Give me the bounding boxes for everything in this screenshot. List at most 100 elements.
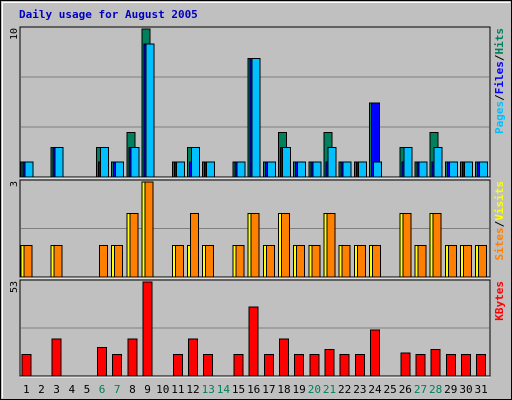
bar-kbytes-day-12 [188,338,199,377]
bar-sites-day-7 [114,244,124,278]
day-label-2: 2 [38,383,45,396]
bar-kbytes-day-31 [476,354,487,377]
day-label-16: 16 [247,383,260,396]
series-pages [24,43,489,178]
bar-pages-day-24 [372,161,382,178]
day-label-4: 4 [68,383,75,396]
bar-kbytes-day-22 [339,354,350,377]
bar-kbytes-day-3 [51,338,62,377]
bar-sites-day-20 [311,244,321,278]
panel-kbytes: 53 KBytes [9,279,506,378]
bar-kbytes-day-1 [21,354,32,377]
series-sites [23,181,488,278]
day-label-8: 8 [129,383,136,396]
day-label-30: 30 [459,383,472,396]
day-label-13: 13 [202,383,215,396]
bar-kbytes-day-9 [142,281,153,377]
bar-sites-day-15 [235,244,245,278]
day-label-11: 11 [171,383,184,396]
bar-kbytes-day-6 [97,347,108,377]
day-label-27: 27 [414,383,427,396]
bar-sites-day-30 [462,244,472,278]
bar-kbytes-day-17 [263,354,274,377]
bar-pages-day-17 [266,161,276,178]
day-label-5: 5 [84,383,91,396]
day-label-21: 21 [323,383,336,396]
day-label-12: 12 [186,383,199,396]
bar-pages-day-26 [403,146,413,178]
bar-sites-day-18 [281,213,291,278]
bar-pages-day-7 [115,161,125,178]
panel-legend: Sites/Visits [493,181,506,261]
bar-sites-day-29 [447,244,457,278]
bar-pages-day-23 [357,161,367,178]
bar-sites-day-19 [296,244,306,278]
bar-pages-day-13 [206,161,216,178]
bar-kbytes-day-30 [460,354,471,377]
bar-kbytes-day-28 [430,348,441,377]
bar-sites-day-8 [129,213,139,278]
bar-pages-day-20 [312,161,322,178]
bar-pages-day-28 [433,146,443,178]
day-label-18: 18 [277,383,290,396]
bar-sites-day-27 [417,244,427,278]
bar-kbytes-day-8 [127,338,138,377]
chart-title: Daily usage for August 2005 [19,8,198,21]
day-label-9: 9 [144,383,151,396]
day-label-25: 25 [384,383,397,396]
bar-pages-day-6 [100,146,110,178]
legend-pages: Pages [493,101,506,134]
series-kbytes [21,281,487,377]
bar-sites-day-28 [432,213,442,278]
legend-files: Files [493,61,506,94]
bar-pages-day-15 [236,161,246,178]
bar-kbytes-day-13 [203,354,214,377]
day-axis-labels: 1 2 3 4 5 6 7 8 9 10 11 12 13 14 15 16 17 18 19 20 21 22 23 24 2… [23,383,488,396]
legend-separator: / [493,94,506,101]
legend-sites: Sites [493,227,506,260]
bar-sites-day-13 [205,244,215,278]
y-max-label: 53 [9,281,20,293]
bar-sites-day-12 [190,213,200,278]
bar-kbytes-day-15 [233,354,244,377]
bar-pages-day-11 [175,161,185,178]
bar-kbytes-day-26 [400,352,411,377]
bar-pages-day-16 [251,58,261,178]
bar-sites-day-31 [478,244,488,278]
bar-sites-day-23 [356,244,366,278]
day-label-31: 31 [474,383,487,396]
day-label-6: 6 [99,383,106,396]
day-label-19: 19 [293,383,306,396]
bar-pages-day-30 [463,161,473,178]
bar-pages-day-8 [130,146,140,178]
bar-pages-day-19 [297,161,307,178]
bar-pages-day-9 [145,43,155,178]
bar-pages-day-12 [191,146,201,178]
day-label-23: 23 [353,383,366,396]
bar-kbytes-day-29 [445,354,456,377]
bar-sites-day-9 [144,181,154,278]
bar-kbytes-day-23 [354,354,365,377]
bar-pages-day-29 [448,161,458,178]
day-label-20: 20 [308,383,321,396]
bar-pages-day-18 [282,146,292,178]
bar-kbytes-day-11 [172,354,183,377]
bar-sites-day-3 [53,244,63,278]
bar-sites-day-21 [326,213,336,278]
bar-pages-day-27 [418,161,428,178]
bar-sites-day-6 [99,244,109,278]
day-label-24: 24 [368,383,382,396]
day-label-7: 7 [114,383,121,396]
legend-separator: / [493,54,506,61]
bar-pages-day-3 [54,146,64,178]
bar-kbytes-day-19 [294,354,305,377]
y-max-label: 10 [9,28,20,40]
day-label-22: 22 [338,383,351,396]
day-label-1: 1 [23,383,30,396]
bar-pages-day-21 [327,146,337,178]
bar-sites-day-22 [341,244,351,278]
